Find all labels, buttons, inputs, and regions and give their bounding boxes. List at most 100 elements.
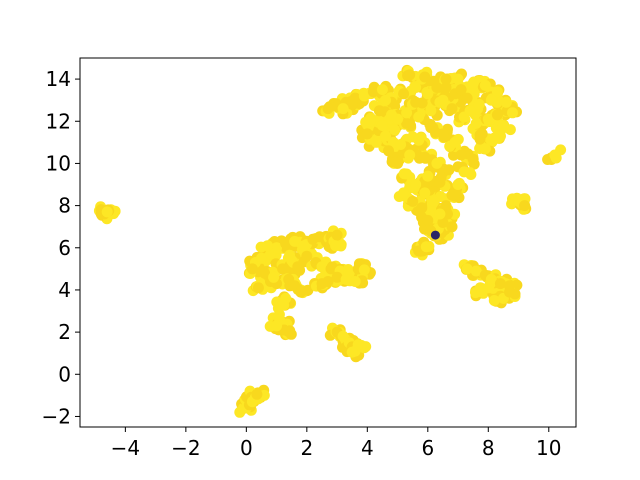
data-point — [467, 153, 479, 165]
data-point — [337, 103, 349, 115]
data-point — [271, 320, 283, 332]
y-tick-label: 14 — [46, 67, 71, 91]
data-point — [292, 261, 304, 273]
data-point — [401, 117, 413, 129]
data-point — [500, 96, 512, 108]
data-point — [289, 235, 301, 247]
data-point — [419, 187, 431, 199]
x-tick-label: 4 — [361, 436, 374, 460]
data-point — [251, 388, 263, 400]
data-point — [507, 107, 518, 119]
data-point — [479, 79, 491, 91]
data-point — [376, 84, 388, 96]
data-point — [262, 240, 273, 252]
data-point — [358, 90, 370, 102]
data-point — [467, 77, 479, 89]
data-point — [346, 98, 358, 110]
y-tick-label: 6 — [58, 236, 71, 260]
data-point — [479, 143, 491, 155]
data-point — [488, 132, 500, 144]
data-point — [404, 149, 416, 161]
data-point — [325, 263, 337, 275]
data-point — [277, 263, 289, 275]
data-point — [268, 271, 280, 283]
data-point — [395, 139, 407, 150]
x-tick-label: 0 — [240, 436, 253, 460]
data-point — [277, 299, 289, 311]
data-point — [488, 295, 500, 306]
data-point — [367, 86, 379, 98]
data-point — [461, 263, 473, 275]
data-point — [271, 242, 283, 254]
data-point — [434, 208, 446, 220]
data-point — [461, 92, 473, 104]
data-point — [452, 179, 464, 190]
y-tick-label: 12 — [46, 109, 71, 133]
data-point — [101, 206, 113, 218]
data-point — [497, 120, 509, 131]
data-point — [446, 221, 458, 233]
x-tick-label: 8 — [482, 436, 495, 460]
plot-frame — [79, 57, 577, 428]
data-point — [413, 111, 425, 123]
data-point — [431, 82, 443, 93]
x-axis: −4 −2 0 2 4 6 8 10 — [111, 427, 562, 460]
data-point — [419, 71, 431, 83]
data-point — [437, 128, 449, 140]
y-tick-label: 2 — [58, 320, 71, 344]
data-point — [476, 128, 488, 140]
data-point — [442, 208, 453, 220]
data-point — [331, 229, 343, 241]
data-point — [364, 115, 376, 127]
data-point — [256, 252, 267, 264]
y-tick-label: −2 — [42, 404, 71, 428]
data-point — [383, 145, 394, 157]
data-point — [482, 113, 494, 125]
data-point — [434, 176, 446, 188]
data-point — [307, 233, 319, 245]
data-point — [440, 82, 452, 93]
data-point — [373, 105, 385, 117]
data-point — [331, 271, 343, 283]
y-axis: −2 0 2 4 6 8 10 12 14 — [42, 67, 80, 428]
data-point — [280, 238, 292, 250]
data-point — [346, 346, 358, 358]
data-point — [491, 86, 503, 98]
series-outlier — [430, 230, 440, 240]
data-point — [425, 105, 437, 117]
data-point — [376, 120, 388, 131]
data-point — [504, 286, 515, 298]
data-point — [349, 276, 361, 287]
data-point — [413, 134, 425, 146]
data-point — [389, 124, 400, 136]
y-tick-label: 8 — [58, 194, 71, 218]
data-point — [422, 170, 434, 182]
data-point — [494, 278, 506, 290]
data-point — [352, 339, 364, 351]
y-tick-label: 0 — [58, 362, 71, 386]
x-tick-label: 6 — [421, 436, 434, 460]
data-point — [259, 267, 270, 279]
data-point — [437, 94, 449, 106]
data-point — [455, 149, 467, 161]
data-point — [446, 103, 458, 115]
data-point — [398, 187, 410, 199]
data-point — [380, 94, 391, 106]
data-point — [440, 200, 452, 212]
x-tick-label: −2 — [171, 436, 200, 460]
data-point — [485, 273, 497, 285]
data-point — [549, 149, 561, 161]
data-point — [452, 73, 464, 85]
data-point — [419, 151, 431, 163]
data-point — [252, 282, 264, 294]
data-point — [416, 202, 428, 214]
y-tick-label: 4 — [58, 278, 71, 302]
data-point — [298, 240, 310, 252]
data-point — [464, 105, 476, 117]
data-point — [482, 282, 494, 294]
data-point — [428, 195, 440, 207]
points-layer — [93, 64, 567, 418]
data-point — [491, 109, 503, 121]
data-point — [246, 263, 258, 275]
